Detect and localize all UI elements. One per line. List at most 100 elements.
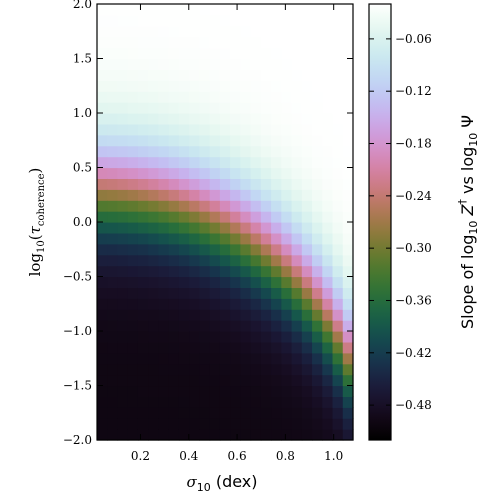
heatmap-cell xyxy=(332,429,344,441)
heatmap-cell xyxy=(271,243,282,256)
heatmap-cell xyxy=(322,4,334,16)
heatmap-cell xyxy=(189,254,200,267)
heatmap-cell xyxy=(97,374,108,387)
heatmap-cell xyxy=(117,145,129,158)
heatmap-cell xyxy=(107,374,119,387)
heatmap-cell xyxy=(137,156,149,169)
heatmap-cell xyxy=(312,58,323,70)
heatmap-cell xyxy=(260,178,272,190)
heatmap-cell xyxy=(271,287,282,299)
heatmap-cell xyxy=(301,222,313,234)
heatmap-cell xyxy=(342,374,354,387)
heatmap-cell xyxy=(117,352,129,365)
heatmap-cell xyxy=(281,134,293,147)
heatmap-cell xyxy=(342,4,354,16)
heatmap-cell xyxy=(240,429,252,441)
heatmap-cell xyxy=(158,222,170,234)
heatmap-cell xyxy=(127,178,139,190)
heatmap-cell xyxy=(107,352,119,365)
heatmap-cell xyxy=(178,407,190,419)
heatmap-cell xyxy=(107,134,119,147)
heatmap-cell xyxy=(240,80,252,92)
heatmap-cell xyxy=(158,265,170,278)
heatmap-cell xyxy=(271,145,282,158)
heatmap-cell xyxy=(271,25,282,38)
heatmap-cell xyxy=(332,178,344,190)
heatmap-cell xyxy=(322,331,334,343)
heatmap-cell xyxy=(342,113,354,125)
heatmap-cell xyxy=(189,320,200,332)
heatmap-cell xyxy=(97,200,108,212)
heatmap-cell xyxy=(148,211,160,223)
heatmap-cell xyxy=(189,396,200,408)
heatmap-cell xyxy=(189,211,200,223)
heatmap-cell xyxy=(117,58,129,70)
heatmap-cell xyxy=(312,113,323,125)
heatmap-cell xyxy=(281,69,293,81)
heatmap-cell xyxy=(127,58,139,70)
heatmap-cell xyxy=(260,385,272,397)
heatmap-cell xyxy=(199,287,211,299)
heatmap-cell xyxy=(219,47,231,60)
heatmap-cell xyxy=(97,189,108,201)
heatmap-cell xyxy=(301,145,313,158)
heatmap-cell xyxy=(178,254,190,267)
heatmap-cell xyxy=(291,211,303,223)
heatmap-cell xyxy=(322,309,334,321)
heatmap-cell xyxy=(127,418,139,430)
heatmap-cell xyxy=(342,298,354,310)
heatmap-cell xyxy=(168,69,180,81)
heatmap-cell xyxy=(107,156,119,169)
heatmap-cell xyxy=(342,167,354,179)
heatmap-cell xyxy=(199,156,211,169)
heatmap-cell xyxy=(158,156,170,169)
heatmap-cell xyxy=(301,287,313,299)
heatmap-cell xyxy=(137,222,149,234)
heatmap-cell xyxy=(127,374,139,387)
heatmap-cell xyxy=(271,102,282,114)
heatmap-cell xyxy=(260,331,272,343)
heatmap-cell xyxy=(137,363,149,376)
heatmap-cell xyxy=(127,25,139,38)
heatmap-cell xyxy=(281,341,293,354)
heatmap-cell xyxy=(199,178,211,190)
heatmap-cell xyxy=(219,385,231,397)
heatmap-cell xyxy=(158,429,170,441)
heatmap-cell xyxy=(137,36,149,49)
heatmap-cell xyxy=(148,396,160,408)
heatmap-cell xyxy=(127,222,139,234)
heatmap-cell xyxy=(137,58,149,70)
heatmap-cell xyxy=(137,123,149,136)
heatmap-cell xyxy=(189,36,200,49)
heatmap-cell xyxy=(301,156,313,169)
heatmap-cell xyxy=(158,418,170,430)
y-tick-label: 2.0 xyxy=(73,0,92,11)
heatmap-cell xyxy=(230,352,241,365)
heatmap-cell xyxy=(322,14,334,27)
heatmap-cell xyxy=(281,113,293,125)
heatmap-cell xyxy=(312,80,323,92)
heatmap-cell xyxy=(127,134,139,147)
heatmap-cell xyxy=(312,200,323,212)
heatmap-cell xyxy=(230,341,241,354)
heatmap-cell xyxy=(219,374,231,387)
heatmap-cell xyxy=(219,222,231,234)
heatmap-cell xyxy=(322,363,334,376)
heatmap-cell xyxy=(209,298,221,310)
heatmap-cell xyxy=(107,298,119,310)
heatmap-cell xyxy=(312,145,323,158)
heatmap-cell xyxy=(260,287,272,299)
heatmap-cell xyxy=(148,331,160,343)
heatmap-cell xyxy=(178,287,190,299)
heatmap-cell xyxy=(291,331,303,343)
heatmap-cell xyxy=(291,167,303,179)
heatmap-cell xyxy=(158,363,170,376)
heatmap-cell xyxy=(148,429,160,441)
heatmap-cell xyxy=(342,47,354,60)
heatmap-cell xyxy=(301,91,313,103)
heatmap-cell xyxy=(168,418,180,430)
heatmap-cell xyxy=(322,211,334,223)
heatmap-cell xyxy=(148,167,160,179)
heatmap-cell xyxy=(250,418,262,430)
